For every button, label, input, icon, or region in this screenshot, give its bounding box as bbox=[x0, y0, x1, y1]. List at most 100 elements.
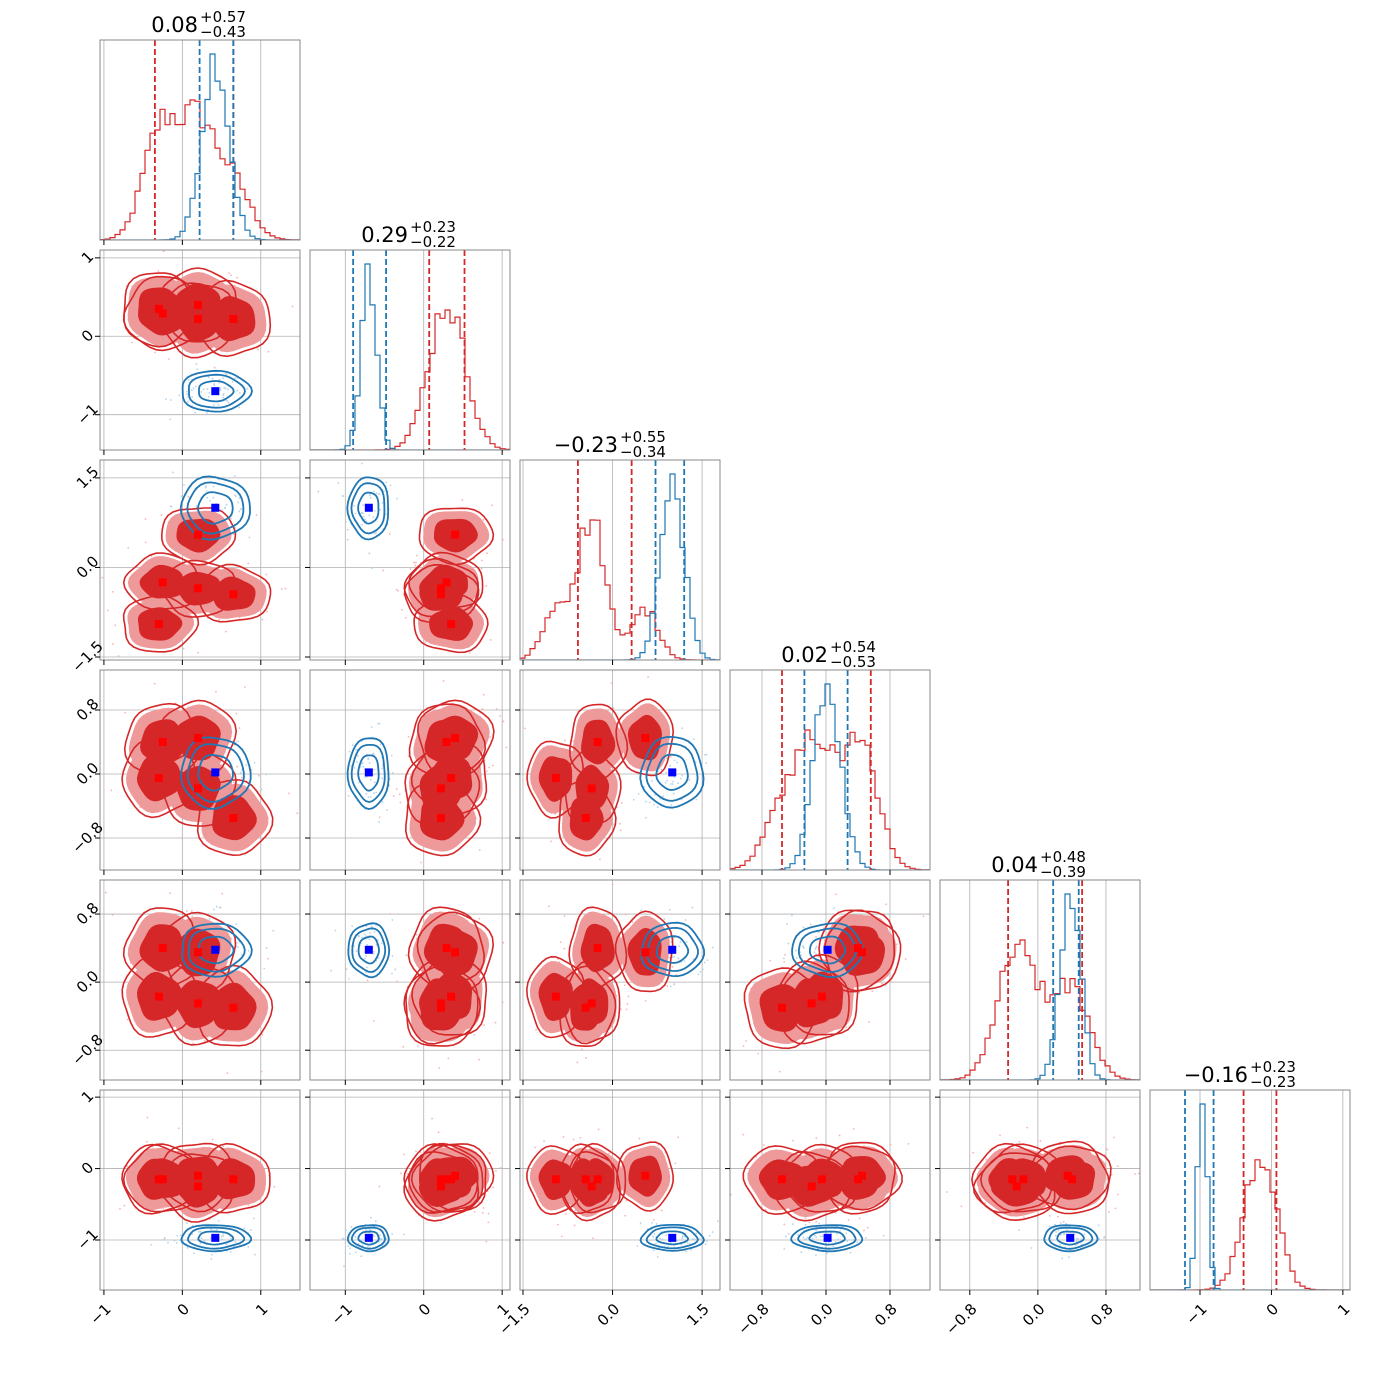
blue-sample-point bbox=[1098, 1238, 1101, 1240]
blue-sample-point bbox=[1059, 1234, 1062, 1236]
red-sample-point bbox=[868, 1021, 870, 1024]
blue-sample-point bbox=[260, 788, 263, 791]
red-mode-marker bbox=[194, 584, 203, 593]
blue-sample-point bbox=[238, 496, 241, 499]
red-sample-point bbox=[574, 1209, 577, 1212]
blue-contour-line bbox=[351, 927, 387, 973]
red-sample-point bbox=[815, 1137, 818, 1139]
red-sample-point bbox=[834, 893, 837, 896]
red-mode-marker bbox=[451, 948, 460, 957]
blue-sample-point bbox=[817, 955, 820, 958]
red-sample-point bbox=[1113, 1136, 1115, 1139]
blue-sample-point bbox=[803, 1238, 806, 1241]
blue-sample-point bbox=[233, 781, 236, 784]
red-sample-point bbox=[505, 746, 508, 749]
red-contour-line bbox=[403, 960, 479, 1045]
blue-sample-point bbox=[354, 1236, 357, 1238]
blue-sample-point bbox=[236, 942, 238, 944]
blue-contour-line bbox=[186, 1226, 246, 1250]
blue-sample-point bbox=[210, 1228, 213, 1231]
red-mode-marker bbox=[451, 530, 460, 539]
red-contour-line bbox=[411, 953, 488, 1036]
blue-sample-point bbox=[200, 1237, 203, 1240]
red-sample-point bbox=[972, 1151, 975, 1154]
panel-content bbox=[730, 880, 930, 1080]
red-mode-marker bbox=[858, 948, 866, 957]
blue-sample-point bbox=[194, 385, 197, 388]
red-sample-point bbox=[482, 518, 485, 521]
red-mode-marker bbox=[818, 1175, 826, 1184]
red-sample-point bbox=[742, 1133, 745, 1136]
title-minus: −0.39 bbox=[1040, 863, 1086, 881]
title-value: 0.29 bbox=[361, 223, 408, 247]
blue-sample-point bbox=[347, 1245, 350, 1248]
blue-sample-point bbox=[213, 908, 215, 911]
red-sample-point bbox=[225, 630, 227, 633]
blue-sample-point bbox=[802, 945, 804, 948]
red-sample-point bbox=[784, 953, 786, 956]
red-sample-point bbox=[372, 1019, 375, 1022]
blue-sample-point bbox=[846, 1240, 849, 1242]
red-contour-line bbox=[1028, 1145, 1112, 1215]
blue-sample-point bbox=[381, 767, 383, 770]
red-sample-point bbox=[482, 1207, 485, 1209]
panel-3-3 bbox=[729, 669, 931, 871]
blue-sample-point bbox=[1054, 1223, 1056, 1226]
title-value: −0.23 bbox=[554, 433, 618, 457]
red-sample-point bbox=[622, 754, 625, 757]
red-sample-point bbox=[473, 1211, 476, 1213]
red-sample-point bbox=[627, 995, 630, 998]
title-0: 0.08 +0.57−0.43 bbox=[151, 8, 246, 41]
blue-sample-point bbox=[361, 761, 364, 764]
blue-sample-point bbox=[659, 1237, 662, 1240]
red-sample-point bbox=[236, 276, 239, 279]
red-sample-point bbox=[144, 541, 147, 544]
red-sample-point bbox=[626, 1002, 629, 1005]
blue-sample-point bbox=[888, 913, 891, 916]
blue-sample-point bbox=[403, 1233, 406, 1236]
blue-sample-point bbox=[245, 764, 248, 766]
red-sample-point bbox=[489, 639, 492, 641]
x-tick-label: 1.5 bbox=[683, 1300, 713, 1330]
blue-sample-point bbox=[362, 765, 365, 768]
red-sample-point bbox=[669, 755, 672, 758]
blue-sample-point bbox=[191, 389, 193, 392]
y-tick-label: 0.0 bbox=[73, 759, 103, 789]
red-mode-marker bbox=[436, 814, 445, 822]
blue-sample-point bbox=[204, 486, 207, 489]
panel-content bbox=[100, 40, 300, 240]
blue-sample-point bbox=[833, 907, 835, 910]
red-sample-point bbox=[481, 1211, 484, 1214]
blue-sample-point bbox=[367, 1245, 369, 1248]
title-plus: +0.55 bbox=[620, 428, 666, 446]
blue-sample-point bbox=[391, 771, 394, 774]
panel-content bbox=[100, 1090, 300, 1290]
blue-sample-point bbox=[378, 492, 381, 495]
blue-sample-point bbox=[357, 934, 360, 937]
blue-sample-point bbox=[681, 1236, 684, 1239]
title-minus: −0.43 bbox=[200, 23, 246, 41]
blue-sample-point bbox=[205, 490, 208, 492]
red-sample-point bbox=[488, 766, 491, 769]
x-tick-label: 0.0 bbox=[1019, 1300, 1049, 1330]
blue-sample-point bbox=[223, 387, 226, 389]
red-sample-point bbox=[296, 812, 299, 815]
blue-sample-point bbox=[236, 946, 239, 948]
blue-sample-point bbox=[814, 948, 817, 951]
panel-background bbox=[1150, 1090, 1350, 1290]
blue-mode-marker bbox=[364, 1233, 373, 1242]
red-sample-point bbox=[437, 1131, 440, 1134]
blue-sample-point bbox=[202, 388, 205, 391]
y-tick-label: 0 bbox=[78, 326, 97, 345]
red-mode-marker bbox=[436, 999, 445, 1008]
blue-sample-point bbox=[654, 794, 656, 796]
panel-frame bbox=[99, 1089, 301, 1291]
blue-sample-point bbox=[632, 798, 635, 801]
blue-sample-point bbox=[222, 396, 225, 399]
blue-sample-point bbox=[200, 391, 203, 393]
red-mode-marker bbox=[158, 944, 167, 953]
blue-sample-point bbox=[236, 389, 239, 392]
blue-sample-point bbox=[716, 1220, 719, 1223]
red-sample-point bbox=[647, 675, 650, 678]
red-sample-point bbox=[402, 1045, 405, 1048]
